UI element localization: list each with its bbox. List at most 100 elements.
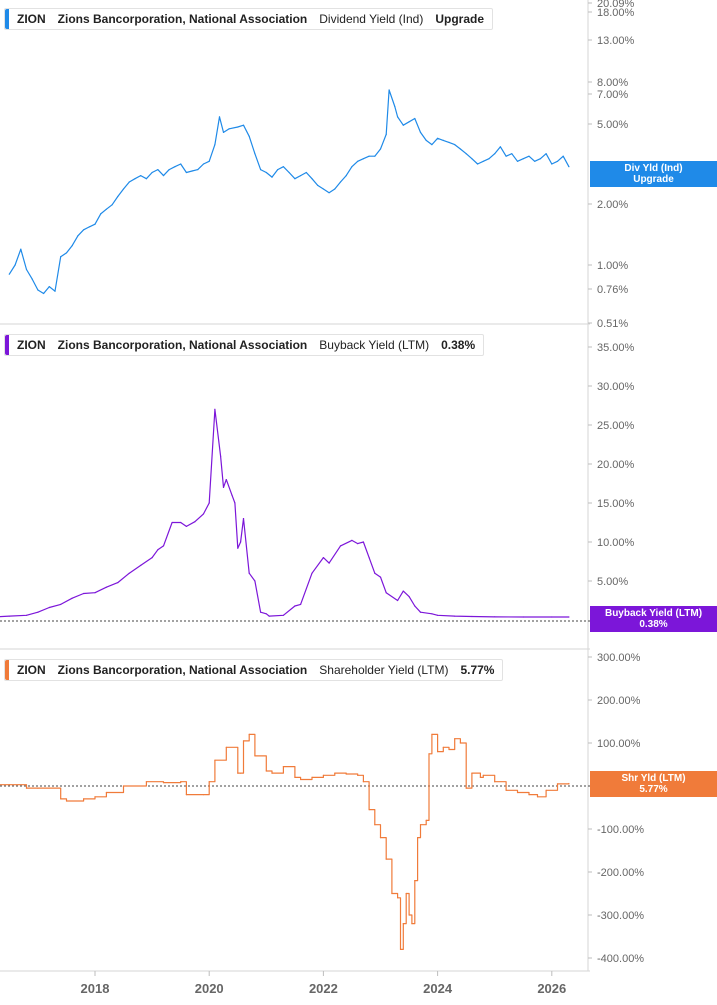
- data-point: [494, 616, 496, 618]
- data-point: [282, 766, 284, 768]
- data-point: [25, 268, 28, 271]
- tag-line-2: Upgrade: [633, 174, 674, 185]
- data-point: [399, 948, 402, 951]
- data-point: [157, 169, 159, 171]
- data-point: [374, 824, 376, 826]
- data-point: [8, 615, 10, 617]
- data-point: [77, 235, 79, 237]
- value-tag-shareholder: Shr Yld (LTM) 5.77%: [590, 771, 717, 797]
- data-point: [225, 479, 227, 481]
- data-point: [479, 776, 481, 779]
- data-point: [122, 188, 125, 190]
- legend-metric: Dividend Yield (Ind): [319, 12, 424, 26]
- data-point: [459, 742, 461, 744]
- data-point: [465, 787, 467, 789]
- data-point: [374, 155, 376, 157]
- y-tick-label: 8.00%: [597, 77, 628, 89]
- data-point: [568, 782, 570, 785]
- data-point: [482, 774, 484, 776]
- data-point: [105, 208, 107, 210]
- data-point: [254, 580, 256, 582]
- data-point: [83, 798, 85, 800]
- legend-metric: Shareholder Yield (LTM): [319, 663, 449, 677]
- data-point: [231, 494, 233, 496]
- series-line-buyback-yield: [0, 408, 569, 618]
- data-point: [357, 543, 359, 545]
- data-point: [385, 592, 387, 594]
- tag-line-1: Shr Yld (LTM): [621, 773, 686, 784]
- legend-value[interactable]: Upgrade: [435, 12, 485, 26]
- data-point: [14, 264, 16, 266]
- data-point: [128, 181, 130, 183]
- data-point: [522, 616, 524, 618]
- data-point: [408, 596, 410, 598]
- tag-line-2: 5.77%: [639, 784, 668, 795]
- data-point: [511, 153, 513, 155]
- data-point: [145, 178, 147, 180]
- data-point: [48, 606, 50, 609]
- data-point: [385, 858, 387, 860]
- data-point: [397, 116, 399, 118]
- y-tick-label: 20.00%: [597, 459, 635, 471]
- data-point: [117, 582, 119, 584]
- legend-color-bar: [5, 9, 9, 29]
- axes-layer: [0, 0, 590, 972]
- data-point: [83, 592, 85, 595]
- data-point: [551, 163, 553, 165]
- data-point: [168, 169, 170, 171]
- data-point: [94, 592, 96, 594]
- data-point: [265, 613, 267, 615]
- data-point: [277, 169, 279, 171]
- data-point: [414, 880, 416, 882]
- legend-color-bar: [5, 335, 9, 355]
- y-tick-label: 30.00%: [597, 381, 635, 393]
- legend-shareholder-yield[interactable]: ZION Zions Bancorporation, National Asso…: [4, 659, 504, 681]
- data-point: [214, 144, 216, 146]
- data-point: [88, 226, 90, 228]
- x-tick-label: 2022: [309, 981, 338, 996]
- data-point: [505, 155, 507, 157]
- series-line-dividend-yield: [8, 89, 570, 295]
- data-point: [328, 562, 330, 564]
- data-point: [442, 746, 444, 748]
- data-point: [151, 557, 153, 559]
- data-point: [60, 798, 62, 800]
- data-point: [454, 615, 456, 617]
- y-tick-label: 0.76%: [597, 284, 628, 296]
- y-tick-label: 18.00%: [597, 7, 635, 19]
- data-point: [65, 252, 68, 254]
- data-point: [368, 557, 370, 559]
- data-point: [459, 148, 461, 150]
- data-point: [191, 170, 193, 172]
- data-point: [105, 791, 107, 794]
- data-point: [536, 796, 539, 798]
- data-point: [294, 605, 296, 607]
- data-point: [408, 914, 410, 916]
- data-point: [157, 549, 159, 551]
- data-point: [357, 774, 359, 776]
- data-point: [194, 521, 196, 523]
- data-point: [471, 772, 473, 774]
- tick-layer: 20.09%18.00% 13.00% 8.00%7.00% 5.00% 2.00% 1.…: [81, 0, 645, 996]
- data-point: [471, 158, 473, 160]
- data-point: [562, 155, 564, 157]
- legend-buyback-yield[interactable]: ZION Zions Bancorporation, National Asso…: [4, 334, 485, 356]
- data-point: [128, 572, 130, 574]
- data-point: [105, 586, 107, 588]
- data-point: [134, 178, 136, 180]
- legend-dividend-yield[interactable]: ZION Zions Bancorporation, National Asso…: [4, 8, 494, 30]
- tag-line-1: Div Yld (Ind): [624, 163, 683, 174]
- data-point: [362, 541, 364, 543]
- data-point: [240, 772, 242, 774]
- data-point: [208, 160, 210, 162]
- data-point: [539, 158, 542, 160]
- data-point: [465, 153, 467, 155]
- data-point: [54, 290, 56, 292]
- data-point: [208, 502, 210, 504]
- value-tag-dividend[interactable]: Div Yld (Ind) Upgrade: [590, 161, 717, 187]
- x-tick-label: 2026: [537, 981, 566, 996]
- data-point: [556, 160, 559, 162]
- value-tag-buyback: Buyback Yield (LTM) 0.38%: [590, 606, 717, 632]
- data-point: [551, 616, 553, 618]
